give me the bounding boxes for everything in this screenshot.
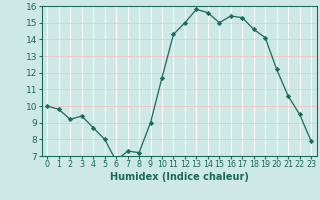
X-axis label: Humidex (Indice chaleur): Humidex (Indice chaleur) xyxy=(110,172,249,182)
